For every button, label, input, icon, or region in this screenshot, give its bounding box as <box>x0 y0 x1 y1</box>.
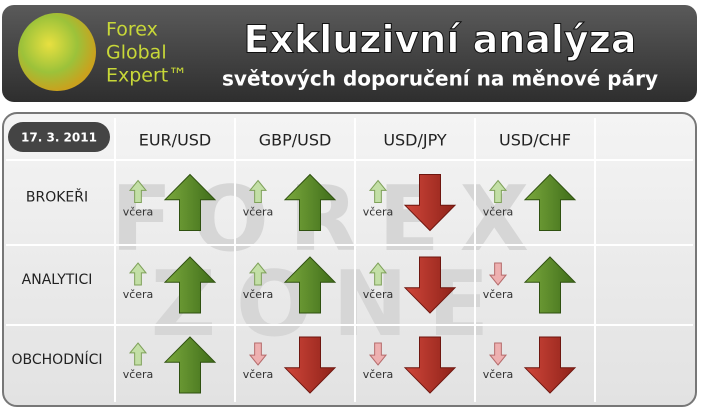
yesterday-arrow <box>488 179 508 203</box>
yesterday-arrow <box>248 179 268 203</box>
column-header: EUR/USD <box>139 131 212 150</box>
yesterday-label: včera <box>123 288 154 301</box>
today-arrow <box>523 173 577 231</box>
yesterday-label: včera <box>243 288 274 301</box>
yesterday-label: včera <box>363 206 394 219</box>
yesterday-arrow <box>128 262 148 286</box>
today-arrow <box>403 174 457 232</box>
today-arrow <box>163 173 217 231</box>
today-arrow <box>283 173 337 231</box>
yesterday-label: včera <box>243 206 274 219</box>
yesterday-label: včera <box>483 206 514 219</box>
yesterday-label: včera <box>363 288 394 301</box>
logo-globe <box>18 13 96 91</box>
header-bar <box>2 5 697 102</box>
yesterday-label: včera <box>123 206 154 219</box>
yesterday-arrow <box>248 342 268 366</box>
date: 17. 3. 2011 <box>21 131 97 145</box>
table-panel <box>2 112 697 407</box>
date-badge <box>8 122 110 152</box>
yesterday-arrow <box>488 262 508 286</box>
yesterday-arrow <box>248 262 268 286</box>
today-arrow <box>283 256 337 314</box>
logo-text: Forex <box>106 19 158 41</box>
subtitle: světových doporučení na měnové páry <box>222 67 658 91</box>
yesterday-label: včera <box>483 368 514 381</box>
column-header: USD/CHF <box>499 131 571 150</box>
yesterday-arrow <box>368 262 388 286</box>
yesterday-arrow <box>368 179 388 203</box>
column-header: USD/JPY <box>383 131 447 150</box>
watermark: ZONE <box>151 252 510 357</box>
yesterday-arrow <box>368 342 388 366</box>
yesterday-label: včera <box>123 368 154 381</box>
today-arrow <box>403 256 457 314</box>
yesterday-arrow <box>128 179 148 203</box>
logo-text: Expert™ <box>106 65 187 87</box>
today-arrow <box>403 336 457 394</box>
row-label: ANALYTICI <box>22 272 93 288</box>
title: Exkluzivní analýza <box>244 18 637 62</box>
today-arrow <box>523 256 577 314</box>
logo-text: Global <box>106 42 167 64</box>
yesterday-arrow <box>488 342 508 366</box>
column-header: GBP/USD <box>259 131 332 150</box>
row-label: BROKEŘI <box>26 189 88 206</box>
yesterday-arrow <box>128 342 148 366</box>
row-label: OBCHODNÍCI <box>12 351 103 368</box>
yesterday-label: včera <box>483 288 514 301</box>
yesterday-label: včera <box>363 368 394 381</box>
today-arrow <box>163 256 217 314</box>
today-arrow <box>523 336 577 394</box>
yesterday-label: včera <box>243 368 274 381</box>
today-arrow <box>283 336 337 394</box>
today-arrow <box>163 336 217 394</box>
